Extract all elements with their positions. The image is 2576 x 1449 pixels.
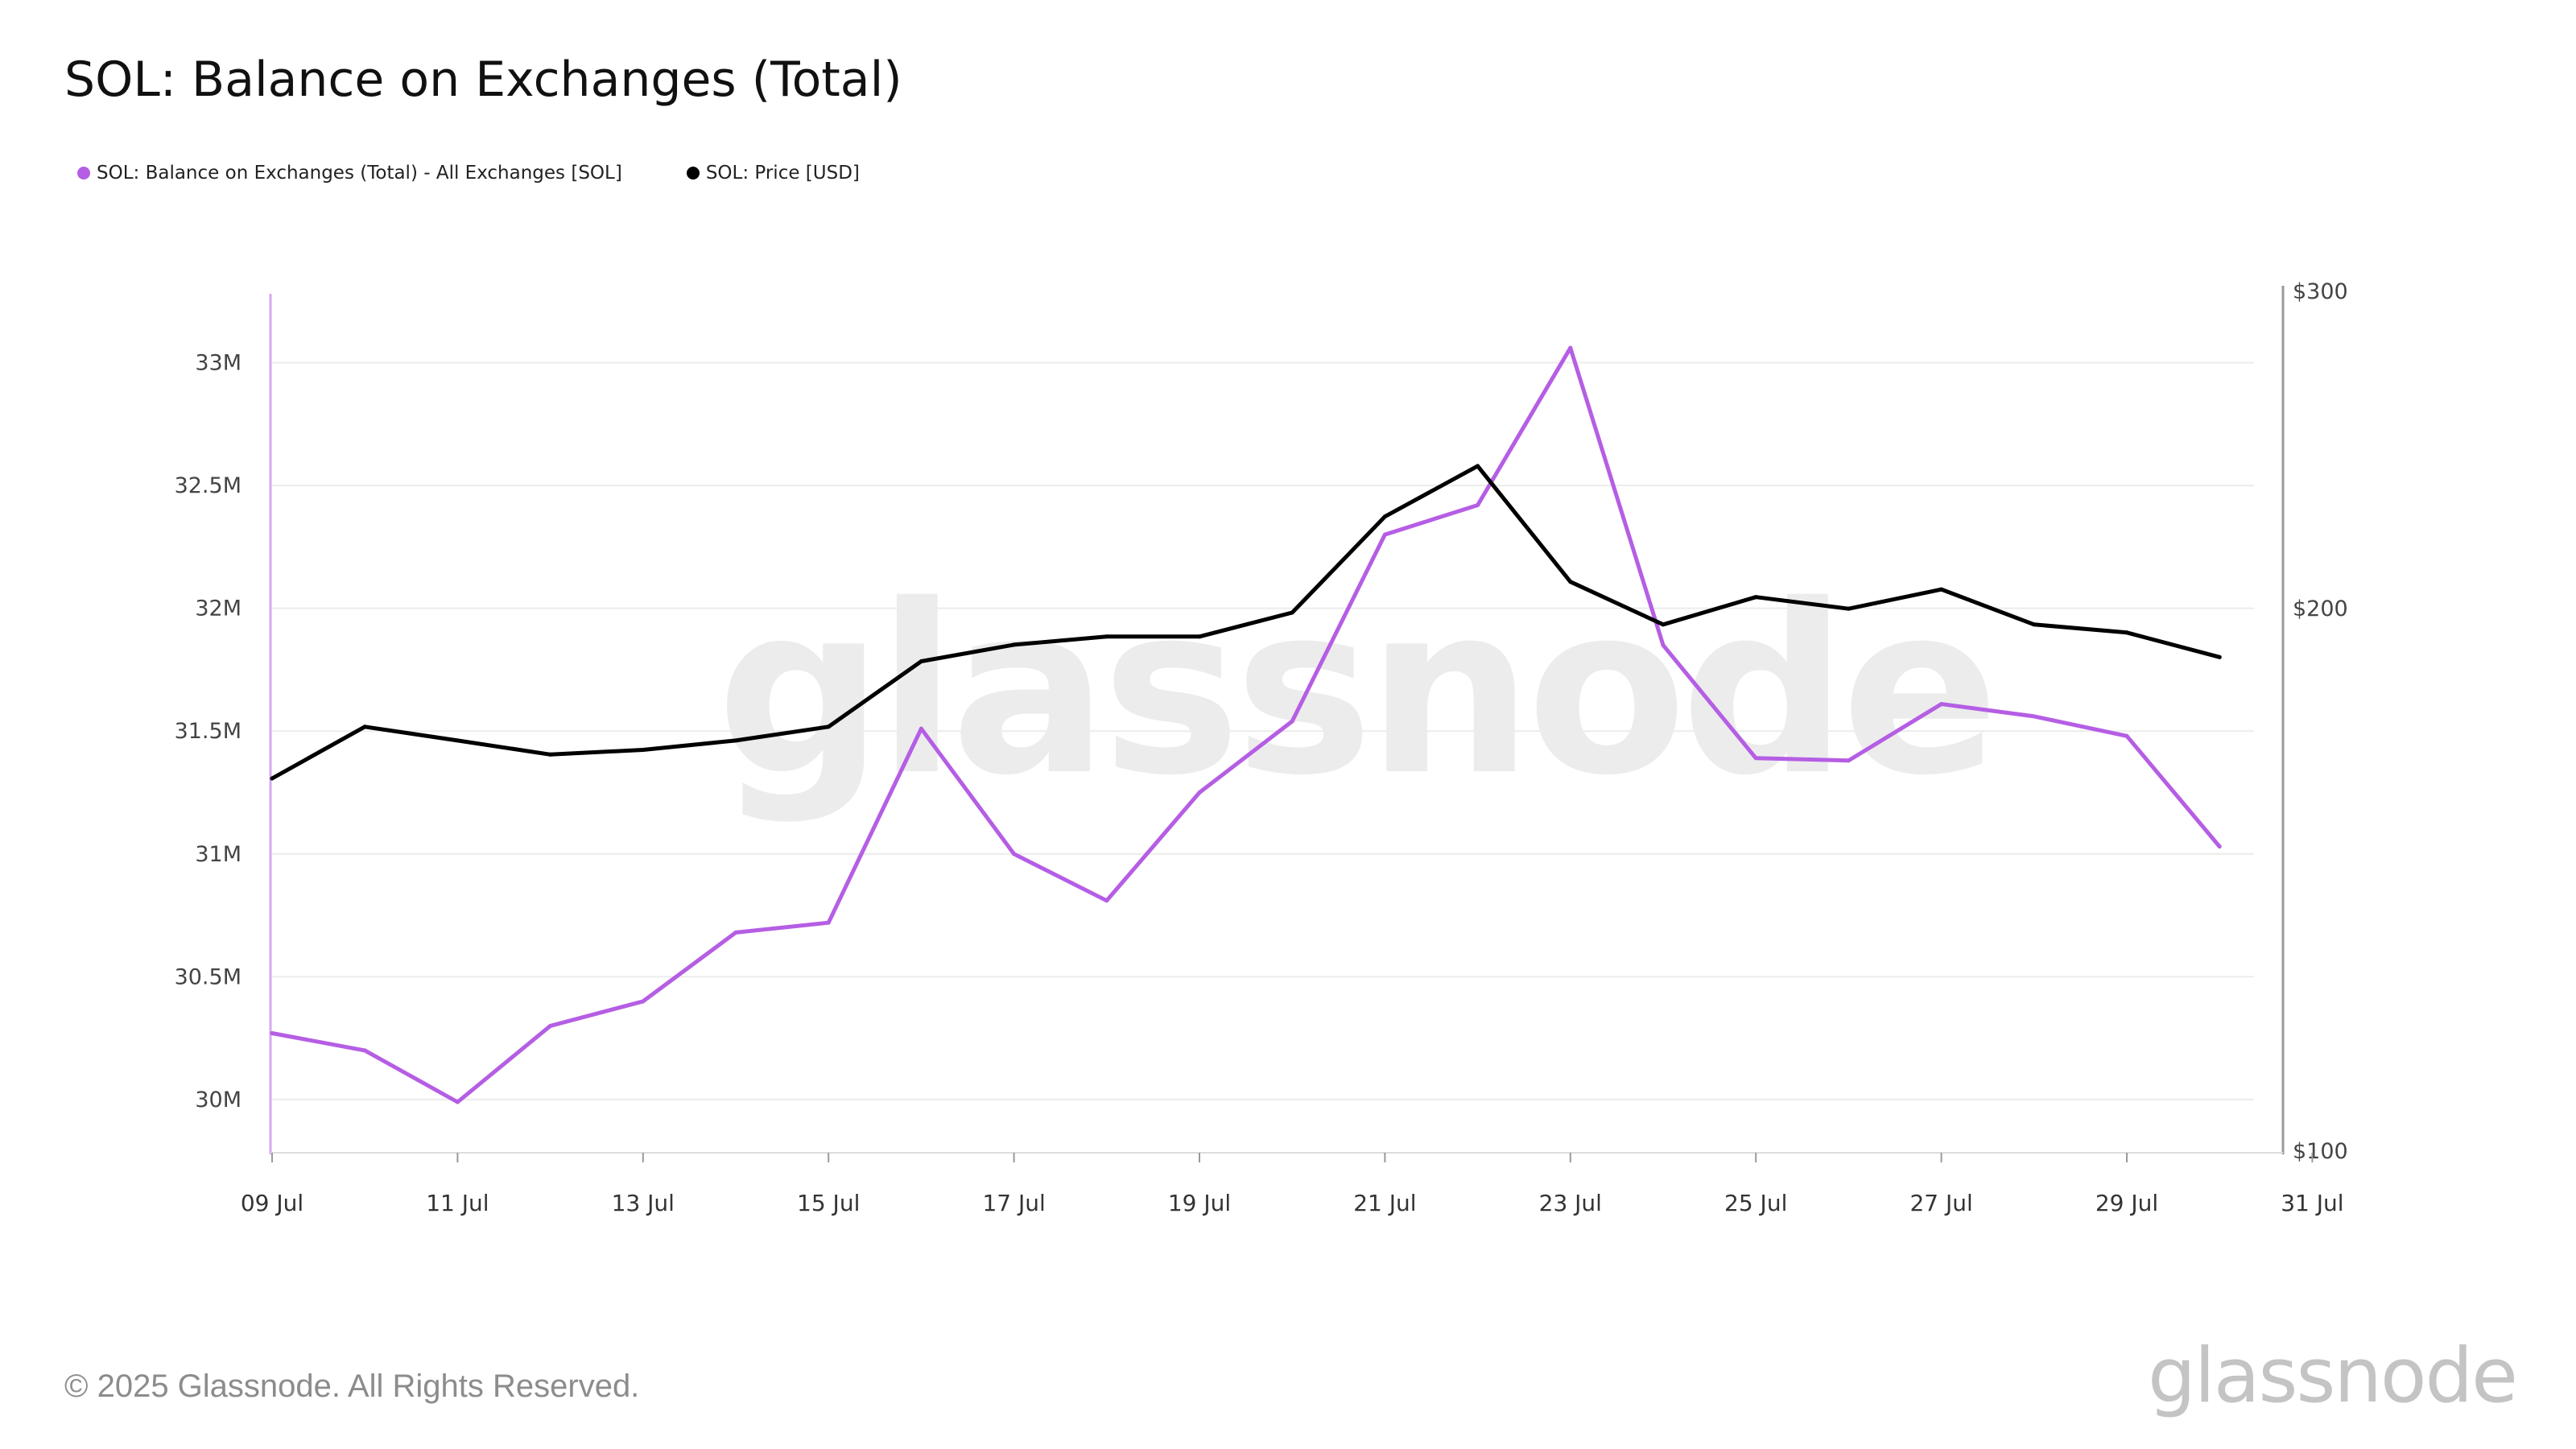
data-point-price xyxy=(2124,630,2129,635)
copyright-text: © 2025 Glassnode. All Rights Reserved. xyxy=(64,1368,640,1404)
data-point-balance xyxy=(1290,719,1294,724)
y-left-tick-label: 30.5M xyxy=(175,964,242,989)
data-point-price xyxy=(919,659,923,664)
brand-logo: glassnode xyxy=(2148,1332,2518,1420)
data-point-price xyxy=(1290,610,1294,615)
x-tick-label: 15 Jul xyxy=(797,1190,860,1216)
y-right-tick-label: $100 xyxy=(2293,1139,2348,1164)
data-point-balance xyxy=(919,726,923,731)
y-left-tick-label: 30M xyxy=(195,1088,242,1113)
y-left-tick-label: 33M xyxy=(195,350,242,375)
y-left-tick-label: 31M xyxy=(195,842,242,867)
series-line-price xyxy=(270,464,2222,781)
data-point-balance xyxy=(362,1048,367,1053)
legend-marker-price xyxy=(686,167,700,180)
data-point-balance xyxy=(733,930,738,935)
x-tick-label: 13 Jul xyxy=(612,1190,675,1216)
data-point-price xyxy=(362,724,367,729)
data-point-price xyxy=(1197,634,1202,639)
data-point-balance xyxy=(1012,852,1017,857)
x-tick-label: 09 Jul xyxy=(241,1190,303,1216)
data-point-price xyxy=(641,747,646,752)
y-left-tick-label: 31.5M xyxy=(175,719,242,744)
data-point-price xyxy=(270,776,275,781)
y-left-tick-label: 32.5M xyxy=(175,473,242,498)
legend-item-price[interactable]: SOL: Price [USD] xyxy=(686,163,860,184)
x-tick-label: 29 Jul xyxy=(2095,1190,2158,1216)
data-point-price xyxy=(1846,606,1851,611)
data-point-balance xyxy=(1939,702,1944,707)
y-right-tick-label: $200 xyxy=(2293,597,2348,621)
data-point-price xyxy=(455,738,460,743)
x-tick-label: 25 Jul xyxy=(1724,1190,1787,1216)
data-point-balance xyxy=(1104,898,1109,903)
y-left-tick-label: 32M xyxy=(195,597,242,621)
y-right-tick-label: $300 xyxy=(2293,279,2348,304)
data-point-balance xyxy=(641,999,646,1004)
x-tick-label: 11 Jul xyxy=(426,1190,489,1216)
x-tick-label: 27 Jul xyxy=(1909,1190,1972,1216)
data-point-price xyxy=(2217,654,2222,659)
data-point-balance xyxy=(1846,758,1851,763)
x-tick-label: 21 Jul xyxy=(1353,1190,1416,1216)
legend-item-balance[interactable]: SOL: Balance on Exchanges (Total) - All … xyxy=(77,163,622,184)
data-point-balance xyxy=(1197,790,1202,795)
data-point-price xyxy=(1476,464,1480,469)
data-point-balance xyxy=(1568,345,1573,350)
data-point-price xyxy=(733,738,738,743)
data-point-balance xyxy=(548,1023,553,1028)
x-tick-label: 23 Jul xyxy=(1539,1190,1602,1216)
legend-label-balance: SOL: Balance on Exchanges (Total) - All … xyxy=(97,163,622,184)
data-point-balance xyxy=(2217,844,2222,849)
data-point-price xyxy=(2032,622,2037,627)
data-point-balance xyxy=(2124,733,2129,738)
legend-marker-balance xyxy=(77,167,90,180)
data-point-balance xyxy=(455,1100,460,1104)
x-tick-label: 17 Jul xyxy=(982,1190,1045,1216)
x-tick-label: 31 Jul xyxy=(2281,1190,2343,1216)
x-tick-label: 19 Jul xyxy=(1168,1190,1231,1216)
data-point-price xyxy=(1753,595,1758,600)
data-point-price xyxy=(1104,634,1109,639)
data-point-balance xyxy=(1476,502,1480,507)
data-point-price xyxy=(1382,514,1387,519)
data-point-balance xyxy=(270,1031,275,1036)
chart-title: SOL: Balance on Exchanges (Total) xyxy=(64,52,902,108)
data-point-price xyxy=(1939,587,1944,592)
data-point-price xyxy=(1012,642,1017,647)
data-point-balance xyxy=(1753,756,1758,761)
data-point-price xyxy=(1661,622,1666,627)
data-point-price xyxy=(548,752,553,757)
chart-legend: SOL: Balance on Exchanges (Total) - All … xyxy=(77,163,860,184)
data-point-balance xyxy=(1382,532,1387,537)
data-point-price xyxy=(826,724,831,729)
data-point-balance xyxy=(1661,642,1666,647)
series-line-balance xyxy=(270,345,2222,1104)
legend-label-price: SOL: Price [USD] xyxy=(705,163,860,184)
data-point-balance xyxy=(2032,714,2037,719)
data-point-price xyxy=(1568,580,1573,584)
data-point-balance xyxy=(826,920,831,925)
